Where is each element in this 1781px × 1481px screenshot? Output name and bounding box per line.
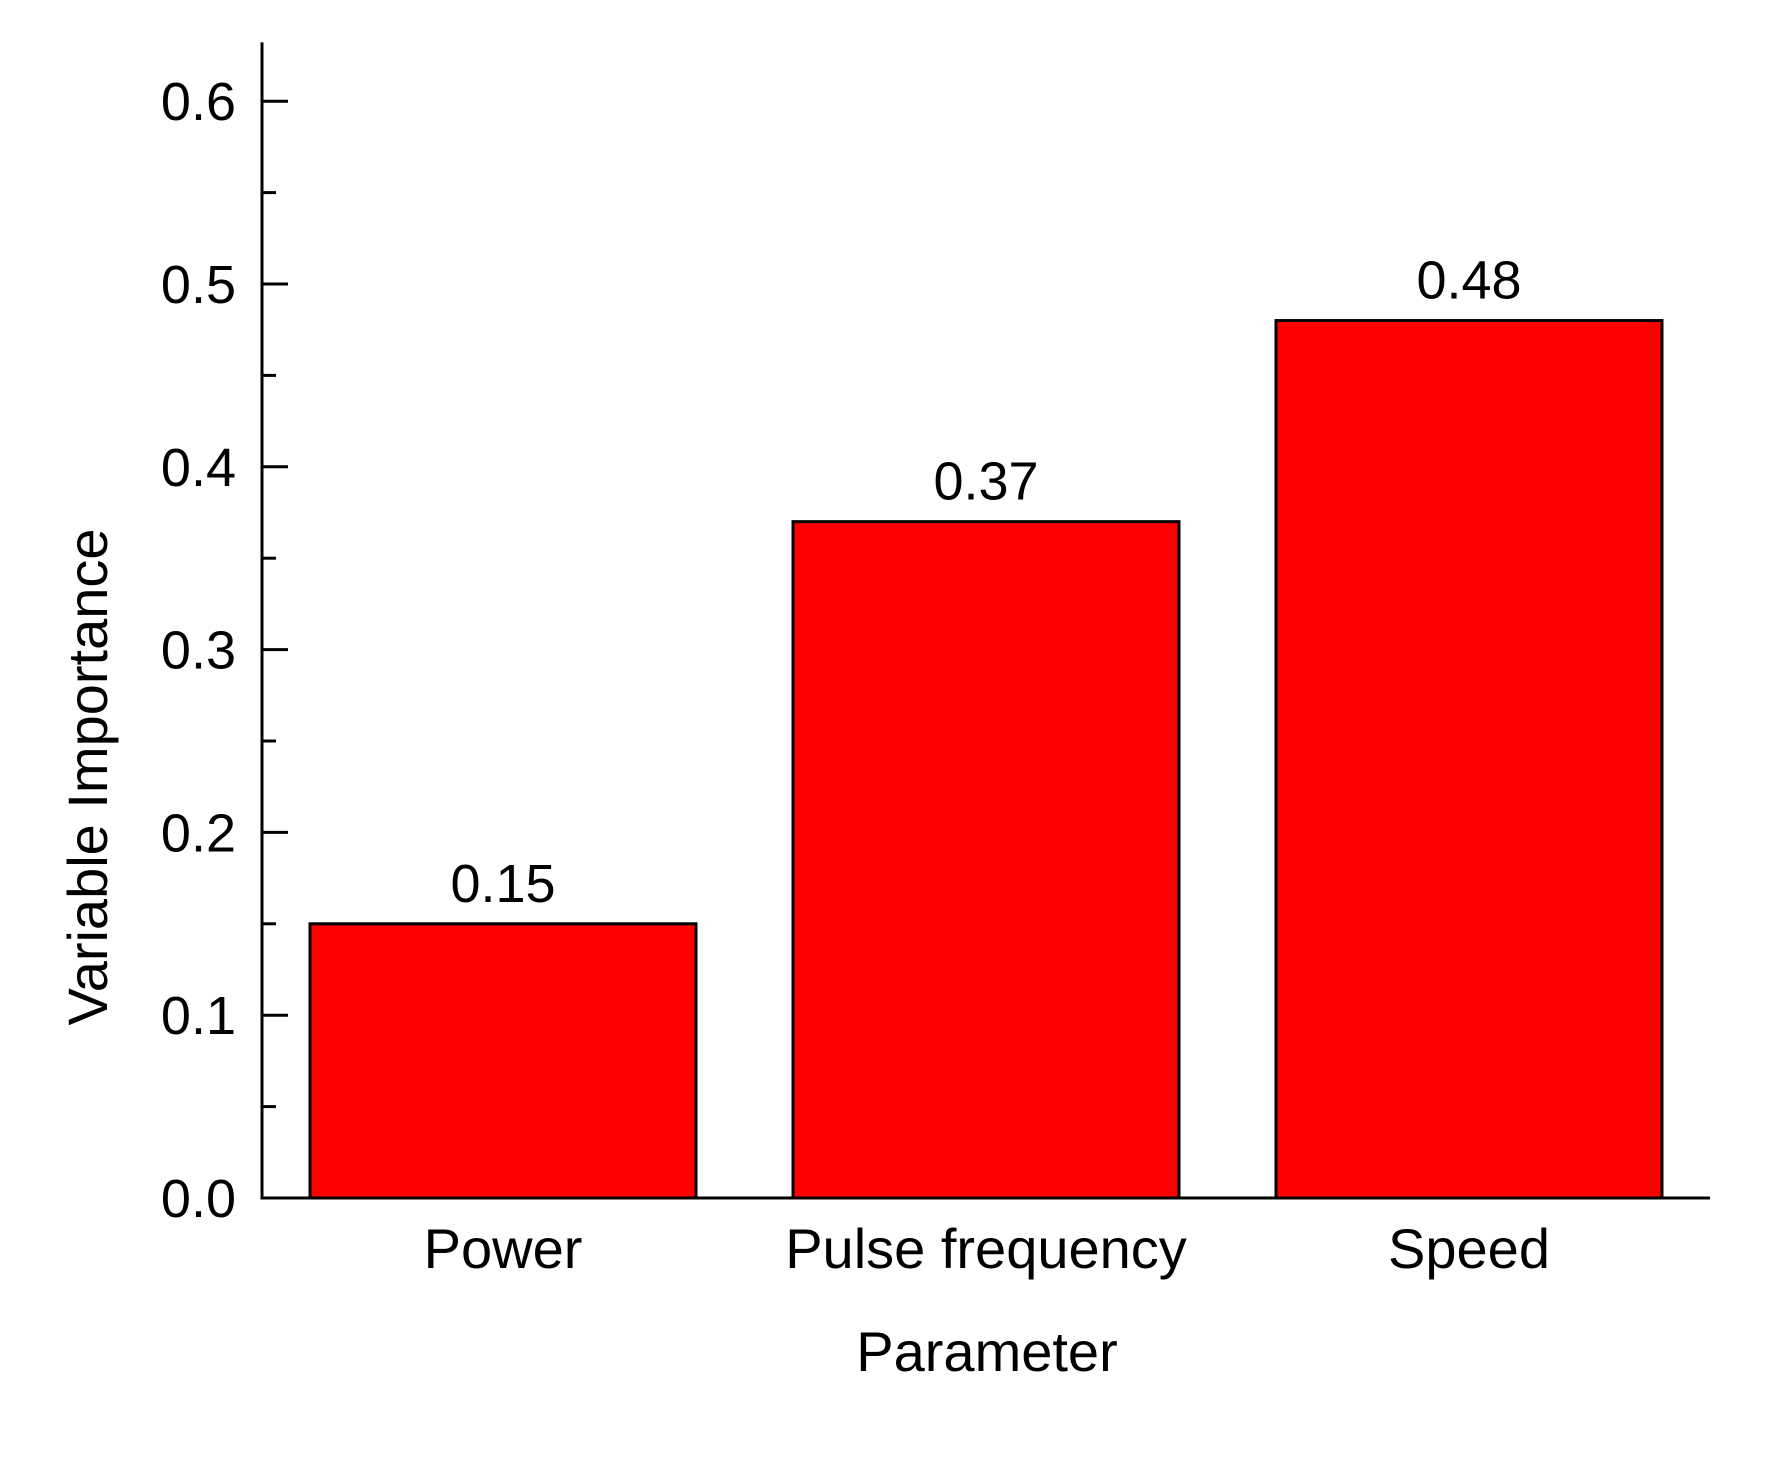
bar-value-label: 0.48 xyxy=(1416,251,1521,311)
y-tick-label: 0.5 xyxy=(161,255,236,315)
bar xyxy=(308,922,698,1200)
x-category-label: Speed xyxy=(1388,1217,1550,1280)
y-tick-label: 0.4 xyxy=(161,438,236,498)
y-tick-label: 0.6 xyxy=(161,72,236,132)
bars-layer xyxy=(308,319,1664,1200)
data-labels-layer: 0.15 0.37 0.48 xyxy=(450,251,1521,914)
bar-value-label: 0.37 xyxy=(933,452,1038,512)
y-tick-label: 0.2 xyxy=(161,803,236,863)
bar xyxy=(791,520,1181,1200)
bar xyxy=(1274,319,1664,1200)
bar-value-label: 0.15 xyxy=(450,854,555,914)
y-tick-label: 0.0 xyxy=(161,1169,236,1229)
x-category-label: Pulse frequency xyxy=(785,1217,1187,1280)
y-tick-label: 0.3 xyxy=(161,621,236,681)
x-axis-title: Parameter xyxy=(856,1320,1117,1383)
y-axis-title: Variable Importance xyxy=(56,529,119,1026)
y-tick-label: 0.1 xyxy=(161,986,236,1046)
y-ticks-layer: 0.0 0.1 0.2 0.3 0.4 0.5 0.6 xyxy=(161,72,288,1229)
x-labels-layer: Power Pulse frequency Speed xyxy=(424,1217,1550,1280)
x-category-label: Power xyxy=(424,1217,583,1280)
